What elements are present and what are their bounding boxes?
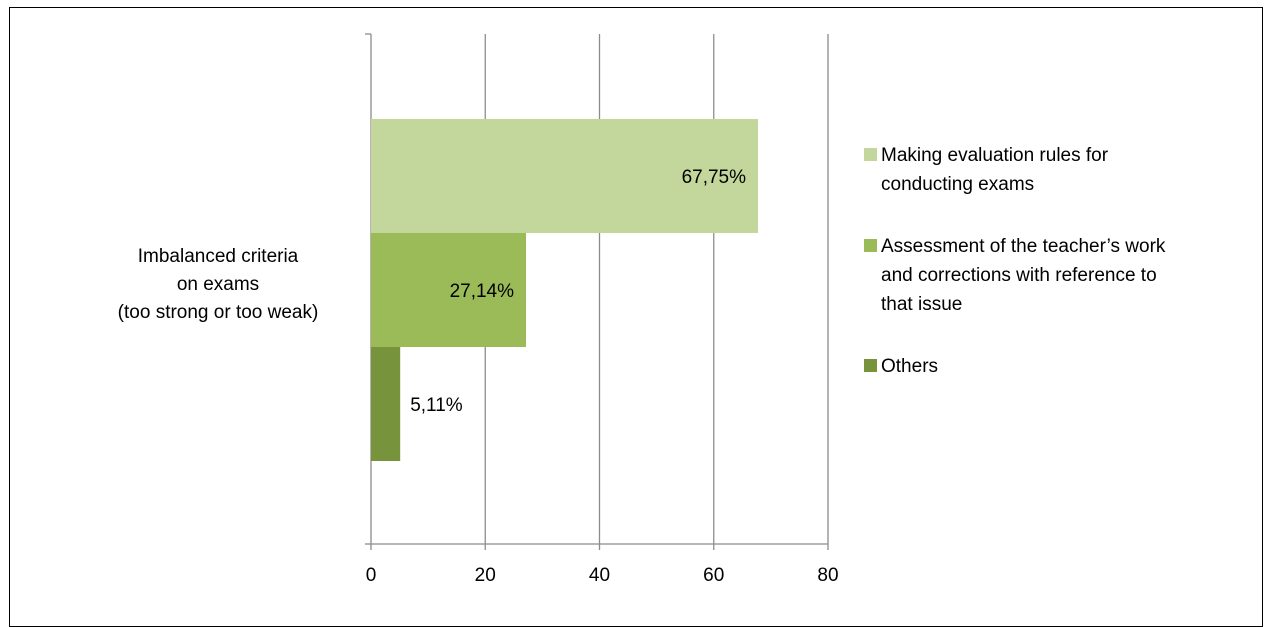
data-label-series-1: 67,75% [682, 167, 747, 188]
legend-label-series-1-line-2: conducting exams [881, 174, 1034, 195]
data-labels: 67,75% 27,14% 5,11% [410, 167, 746, 416]
chart-frame [9, 7, 1263, 627]
x-tick-label-60: 60 [703, 565, 724, 586]
x-tick-label-0: 0 [366, 565, 377, 586]
gridlines [484, 34, 829, 544]
bar-series-3 [371, 347, 401, 461]
legend-swatch-series-2 [864, 239, 877, 252]
legend-label-series-2-line-2: and corrections with reference to [881, 265, 1157, 286]
category-label: Imbalanced criteria on exams (too strong o… [118, 246, 319, 323]
bar-series-1 [371, 119, 759, 233]
x-tick-label-20: 20 [475, 565, 496, 586]
legend: Making evaluation rules for conducting ex… [864, 145, 1166, 377]
bar-series-2 [371, 233, 527, 347]
legend-swatch-series-1 [864, 148, 877, 161]
x-tick-label-80: 80 [817, 565, 838, 586]
x-tick-label-40: 40 [589, 565, 610, 586]
legend-swatch-series-3 [864, 359, 877, 372]
legend-label-series-2-line-1: Assessment of the teacher’s work [881, 236, 1166, 257]
legend-label-series-3-line-1: Others [881, 356, 938, 377]
x-tick-labels: 0 20 40 60 80 [366, 565, 839, 586]
category-label-line-1: Imbalanced criteria [138, 246, 299, 267]
legend-label-series-1-line-1: Making evaluation rules for [881, 145, 1109, 166]
category-label-line-3: (too strong or too weak) [118, 302, 319, 323]
data-label-series-2: 27,14% [450, 281, 515, 302]
category-label-line-2: on exams [177, 274, 259, 295]
data-label-series-3: 5,11% [410, 395, 463, 416]
bars [371, 119, 759, 461]
legend-label-series-2-line-3: that issue [881, 294, 962, 315]
